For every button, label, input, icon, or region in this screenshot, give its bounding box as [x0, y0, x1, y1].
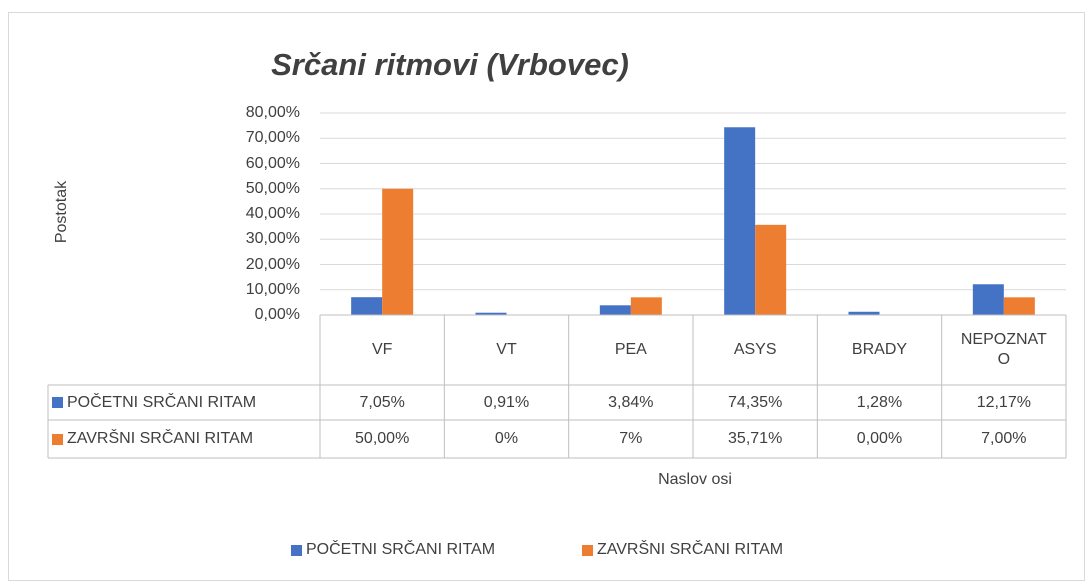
legend-item: ZAVRŠNI SRČANI RITAM	[578, 538, 858, 562]
y-tick-label: 20,00%	[245, 255, 300, 273]
y-tick-label: 10,00%	[245, 280, 300, 298]
y-tick-label: 0,00%	[254, 306, 300, 323]
bar	[1003, 297, 1035, 315]
bar	[475, 312, 507, 315]
table-value: 35,71%	[728, 430, 783, 447]
category-label: BRADY	[851, 341, 908, 358]
table-value: 74,35%	[728, 393, 783, 411]
y-tick-label: 80,00%	[245, 104, 300, 121]
x-axis-title: Naslov osi	[658, 471, 732, 488]
table-value: 0,00%	[856, 430, 903, 447]
legend-key	[52, 433, 63, 445]
legend-label: ZAVRŠNI SRČANI RITAM	[597, 541, 784, 558]
table-value: 7%	[619, 430, 643, 447]
legend-item: POČETNI SRČANI RITAM	[287, 538, 567, 562]
bar	[630, 297, 662, 315]
y-tick-label: 70,00%	[245, 129, 300, 147]
y-tick-label: 30,00%	[245, 230, 300, 248]
bar	[382, 188, 414, 315]
y-tick-label: 50,00%	[245, 179, 300, 197]
table-value: 7,00%	[981, 430, 1027, 447]
chart-border	[8, 12, 1085, 581]
legend-label: POČETNI SRČANI RITAM	[306, 541, 496, 558]
table-value: 50,00%	[355, 430, 410, 447]
bar	[972, 284, 1004, 315]
category-label: PEA	[614, 341, 647, 358]
table-value: 0,91%	[483, 393, 530, 411]
y-tick-label: 40,00%	[245, 205, 300, 222]
bar	[599, 305, 631, 315]
table-value: 3,84%	[608, 393, 654, 411]
chart-title: Srčani ritmovi (Vrbovec)	[271, 47, 629, 82]
category-label: VT	[496, 341, 517, 358]
table-value: 12,17%	[976, 393, 1031, 411]
table-row-name: ZAVRŠNI SRČANI RITAM	[67, 430, 254, 447]
category-label: NEPOZNATO	[960, 331, 1047, 368]
y-axis-title: Postotak	[53, 180, 70, 244]
bar	[848, 311, 880, 315]
bar	[351, 297, 383, 315]
bar	[724, 127, 756, 315]
legend-key	[291, 544, 302, 556]
legend-key	[52, 397, 63, 408]
y-tick-label: 60,00%	[245, 154, 300, 172]
table-row-label: ZAVRŠNI SRČANI RITAM	[48, 420, 320, 458]
legend-key	[582, 544, 593, 556]
bar	[755, 224, 787, 315]
category-label: ASYS	[733, 341, 777, 358]
table-value: 1,28%	[856, 393, 903, 411]
table-row-name: POČETNI SRČANI RITAM	[67, 393, 257, 411]
table-row-label: POČETNI SRČANI RITAM	[48, 385, 320, 420]
table-value: 0%	[494, 430, 519, 447]
category-label: VF	[371, 341, 393, 358]
table-value: 7,05%	[359, 393, 405, 411]
